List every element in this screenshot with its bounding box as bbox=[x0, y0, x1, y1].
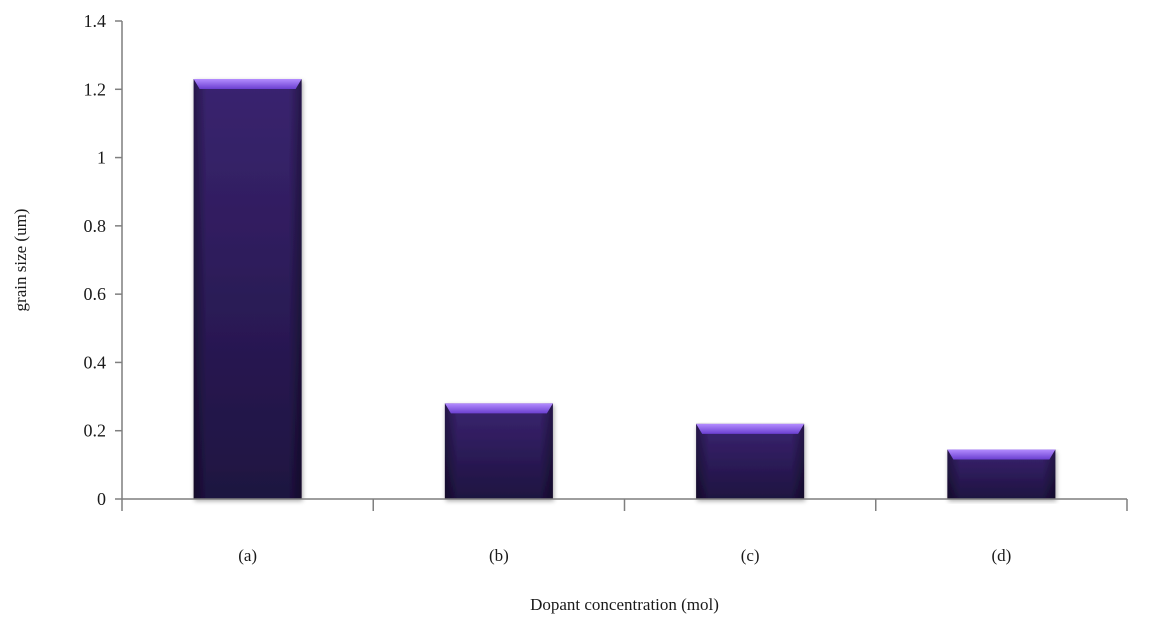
x-tick-label: (b) bbox=[489, 546, 509, 565]
bar-0 bbox=[194, 79, 302, 499]
bar-cap bbox=[696, 424, 804, 434]
y-ticks: 0 0.2 0.4 0.6 0.8 1 1.2 1.4 bbox=[84, 11, 123, 509]
y-tick-label: 1.4 bbox=[84, 11, 107, 31]
x-tick-label: (a) bbox=[238, 546, 257, 565]
x-ticks: (a) (b) (c) (d) bbox=[122, 499, 1127, 565]
y-tick-label: 1.2 bbox=[84, 79, 107, 99]
y-tick-label: 0.4 bbox=[84, 352, 107, 372]
bar-shading bbox=[445, 403, 553, 499]
x-tick-label: (c) bbox=[741, 546, 760, 565]
bars-layer bbox=[194, 79, 1056, 499]
bar-shading bbox=[696, 424, 804, 499]
y-tick-label: 0 bbox=[97, 489, 106, 509]
bar-3 bbox=[947, 449, 1055, 499]
y-axis-title: grain size (um) bbox=[11, 209, 30, 312]
y-tick-label: 0.6 bbox=[84, 284, 107, 304]
x-axis-title: Dopant concentration (mol) bbox=[530, 595, 719, 614]
bar-cap bbox=[194, 79, 302, 89]
bar-shading bbox=[194, 79, 302, 499]
bar-2 bbox=[696, 424, 804, 499]
bar-cap bbox=[445, 403, 553, 413]
y-tick-label: 0.2 bbox=[84, 421, 107, 441]
y-tick-label: 1 bbox=[97, 148, 106, 168]
y-tick-label: 0.8 bbox=[84, 216, 107, 236]
bar-cap bbox=[947, 449, 1055, 459]
bar-1 bbox=[445, 403, 553, 499]
x-tick-label: (d) bbox=[991, 546, 1011, 565]
